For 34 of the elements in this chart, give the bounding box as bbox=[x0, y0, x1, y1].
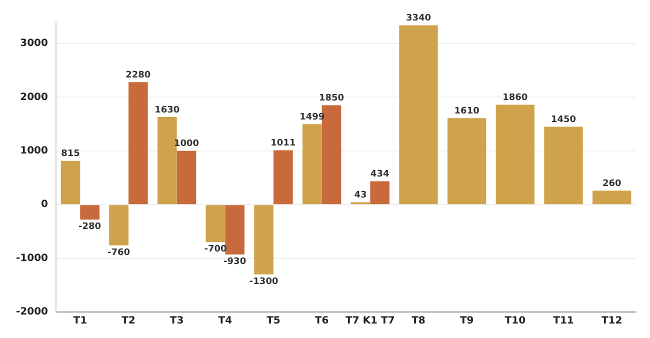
y-tick-label: 0 bbox=[41, 199, 48, 210]
y-tick-label: 3000 bbox=[20, 38, 48, 50]
x-tick-label: T3 bbox=[170, 316, 184, 327]
data-label: 1450 bbox=[550, 115, 576, 126]
data-label: 815 bbox=[61, 149, 80, 160]
data-label: 1860 bbox=[502, 93, 528, 104]
x-tick-label: T8 bbox=[412, 316, 426, 327]
y-tick-label: -1000 bbox=[16, 252, 48, 264]
data-label: 1610 bbox=[454, 106, 480, 116]
x-tick-label: T5 bbox=[266, 316, 280, 327]
data-label: 1850 bbox=[318, 94, 344, 104]
x-tick-label: T4 bbox=[218, 316, 232, 327]
data-label: -280 bbox=[78, 222, 102, 232]
y-tick-label: 2000 bbox=[20, 92, 48, 103]
x-tick-label: T1 bbox=[73, 316, 88, 327]
data-label: 1630 bbox=[154, 105, 180, 116]
y-tick-label: 1000 bbox=[20, 145, 48, 156]
x-tick-label: T2 bbox=[122, 316, 136, 327]
x-tick-label: T12 bbox=[601, 316, 622, 327]
data-label: 3340 bbox=[406, 14, 432, 24]
y-tick-label: -2000 bbox=[16, 306, 48, 318]
data-label: 43 bbox=[354, 190, 367, 201]
x-tick-label: T11 bbox=[553, 316, 574, 327]
data-label: -1300 bbox=[249, 276, 278, 287]
x-tick-label: T7 K1 T7 bbox=[346, 316, 395, 327]
data-label: -760 bbox=[108, 248, 130, 258]
data-label: 434 bbox=[370, 170, 390, 180]
data-label: -930 bbox=[224, 256, 246, 267]
data-label: 2280 bbox=[126, 70, 151, 80]
data-label: 1011 bbox=[270, 138, 296, 149]
x-tick-label: T6 bbox=[314, 316, 329, 327]
x-tick-label: T10 bbox=[504, 316, 526, 327]
x-tick-label: T9 bbox=[460, 316, 474, 327]
data-label: 260 bbox=[602, 178, 622, 189]
